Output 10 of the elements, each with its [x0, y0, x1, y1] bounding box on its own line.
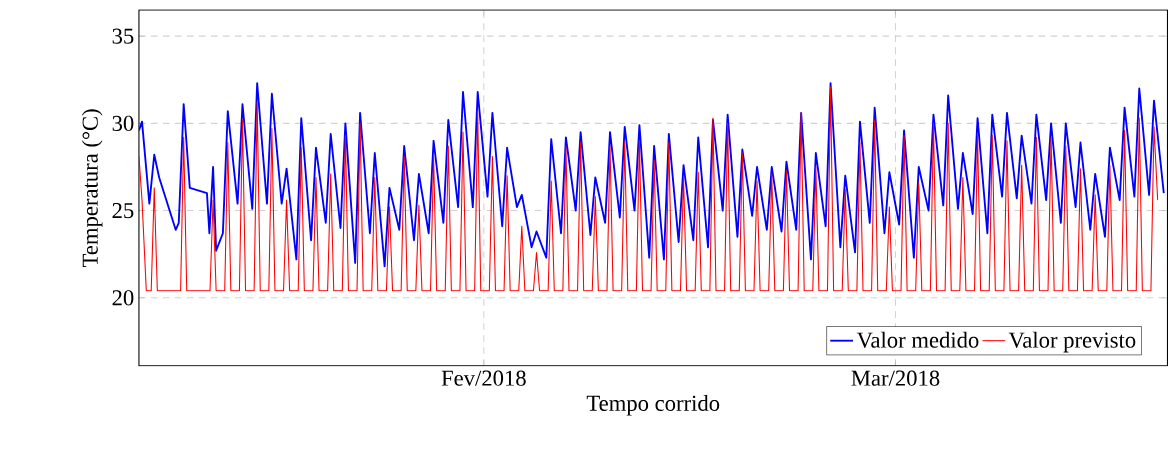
y-tick-label: 35 [112, 28, 134, 44]
y-tick-label: 25 [112, 203, 134, 219]
y-tick-label: 20 [112, 290, 134, 306]
x-tick-label: Fev/2018 [441, 370, 526, 386]
legend-label: Valor previsto [1008, 331, 1136, 353]
y-axis-title: Temperatura (°C) [81, 109, 103, 268]
x-axis-title: Tempo corrido [586, 395, 720, 416]
legend-label: Valor medido [856, 331, 979, 348]
y-tick-label: 30 [112, 115, 134, 132]
x-tick-label: Mar/2018 [851, 370, 940, 386]
